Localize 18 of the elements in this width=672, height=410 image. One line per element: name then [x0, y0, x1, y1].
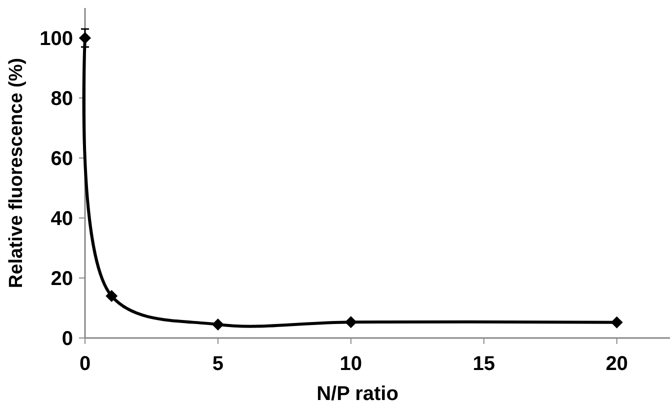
point	[212, 318, 224, 330]
y-tick-label: 0	[62, 328, 73, 350]
y-axis-title: Relative fluorescence (%)	[6, 58, 27, 288]
x-tick-label: 10	[340, 353, 362, 375]
y-tick-label: 60	[50, 148, 73, 170]
point	[344, 316, 357, 328]
x-tick-label: 0	[79, 353, 91, 375]
y-tick-label: 20	[50, 268, 73, 290]
x-tick-label: 20	[606, 353, 628, 375]
y-tick-label: 40	[50, 208, 73, 230]
y-tick-label: 100	[40, 28, 73, 50]
point	[79, 32, 91, 44]
x-tick-label: 5	[212, 353, 224, 375]
point	[610, 316, 623, 328]
x-axis-title: N/P ratio	[316, 383, 398, 405]
x-tick-label: 15	[472, 353, 495, 375]
point	[106, 290, 118, 302]
y-tick-label: 80	[50, 88, 73, 110]
